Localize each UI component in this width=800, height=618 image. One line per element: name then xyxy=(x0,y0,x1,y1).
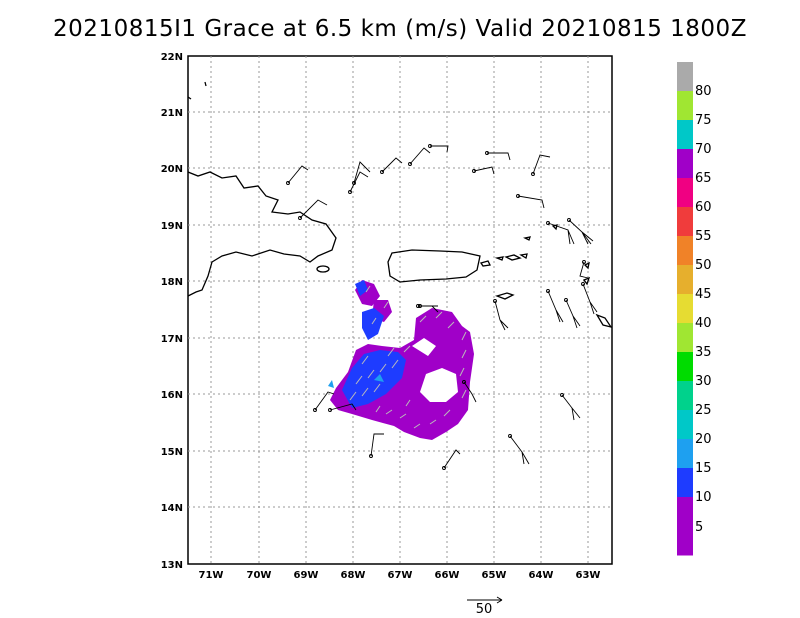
colorbar-swatches xyxy=(677,62,693,556)
colorbar-swatch xyxy=(677,149,693,179)
lat-tick: 22N xyxy=(161,52,183,63)
lon-tick: 64W xyxy=(529,570,554,581)
colorbar-swatch xyxy=(677,265,693,295)
eye-clear-region xyxy=(420,368,458,402)
colorbar-swatch xyxy=(677,207,693,237)
colorbar-swatch xyxy=(677,294,693,324)
colorbar-swatch xyxy=(677,352,693,382)
colorbar: 80 75 70 65 60 55 50 45 40 35 30 25 20 1… xyxy=(677,62,712,556)
lat-tick: 15N xyxy=(161,447,183,458)
colorbar-label: 10 xyxy=(695,490,712,505)
latitude-axis: 22N 21N 20N 19N 18N 17N 16N 15N 14N 13N xyxy=(161,52,183,571)
colorbar-swatch xyxy=(677,526,693,556)
colorbar-swatch xyxy=(677,236,693,266)
colorbar-label: 55 xyxy=(695,229,712,244)
colorbar-swatch xyxy=(677,91,693,121)
colorbar-label: 15 xyxy=(695,461,712,476)
colorbar-label: 80 xyxy=(695,84,712,99)
colorbar-swatch xyxy=(677,120,693,150)
map-title: 20210815I1 Grace at 6.5 km (m/s) Valid 2… xyxy=(53,16,747,42)
lon-tick: 63W xyxy=(576,570,601,581)
lat-tick: 17N xyxy=(161,334,183,345)
lat-tick: 21N xyxy=(161,108,183,119)
colorbar-swatch xyxy=(677,178,693,208)
colorbar-swatch xyxy=(677,381,693,411)
lat-tick: 13N xyxy=(161,560,183,571)
lon-tick: 68W xyxy=(341,570,366,581)
colorbar-label: 5 xyxy=(695,520,703,535)
wind-vectors xyxy=(349,285,467,429)
plot-frame xyxy=(187,55,613,565)
colorbar-swatch xyxy=(677,439,693,469)
virgin-islands xyxy=(504,254,522,261)
colorbar-label: 20 xyxy=(695,432,712,447)
colorbar-swatch xyxy=(677,62,693,92)
reference-vector: 50 xyxy=(467,596,503,617)
colorbar-swatch xyxy=(677,410,693,440)
colorbar-label: 60 xyxy=(695,200,712,215)
lat-tick: 20N xyxy=(161,164,183,175)
wind-barbs xyxy=(286,144,598,470)
wind-speed-shading xyxy=(328,280,474,440)
blue-wind-region xyxy=(342,350,406,408)
longitude-axis: 71W 70W 69W 68W 67W 66W 65W 64W 63W xyxy=(199,570,601,581)
coastlines xyxy=(188,81,612,328)
lat-tick: 16N xyxy=(161,390,183,401)
st-croix xyxy=(494,292,515,300)
lon-tick: 69W xyxy=(294,570,319,581)
lat-tick: 19N xyxy=(161,221,183,232)
colorbar-swatch xyxy=(677,468,693,498)
colorbar-label: 70 xyxy=(695,142,712,157)
lon-tick: 70W xyxy=(247,570,272,581)
hispaniola-coastline xyxy=(188,171,337,297)
vieques xyxy=(479,260,491,267)
colorbar-label: 25 xyxy=(695,403,712,418)
lon-tick: 67W xyxy=(388,570,413,581)
puerto-rico-coastline xyxy=(387,249,481,283)
saona-island xyxy=(316,265,330,273)
colorbar-swatch xyxy=(677,323,693,353)
colorbar-swatch xyxy=(677,497,693,527)
lon-tick: 66W xyxy=(435,570,460,581)
lat-tick: 18N xyxy=(161,277,183,288)
colorbar-label: 50 xyxy=(695,258,712,273)
colorbar-label: 40 xyxy=(695,316,712,331)
colorbar-label: 30 xyxy=(695,374,712,389)
colorbar-label: 65 xyxy=(695,171,712,186)
colorbar-label: 75 xyxy=(695,113,712,128)
lon-tick: 65W xyxy=(482,570,507,581)
colorbar-label: 35 xyxy=(695,345,712,360)
reference-vector-label: 50 xyxy=(476,602,493,617)
colorbar-label: 45 xyxy=(695,287,712,302)
lon-tick: 71W xyxy=(199,570,224,581)
lat-tick: 14N xyxy=(161,503,183,514)
